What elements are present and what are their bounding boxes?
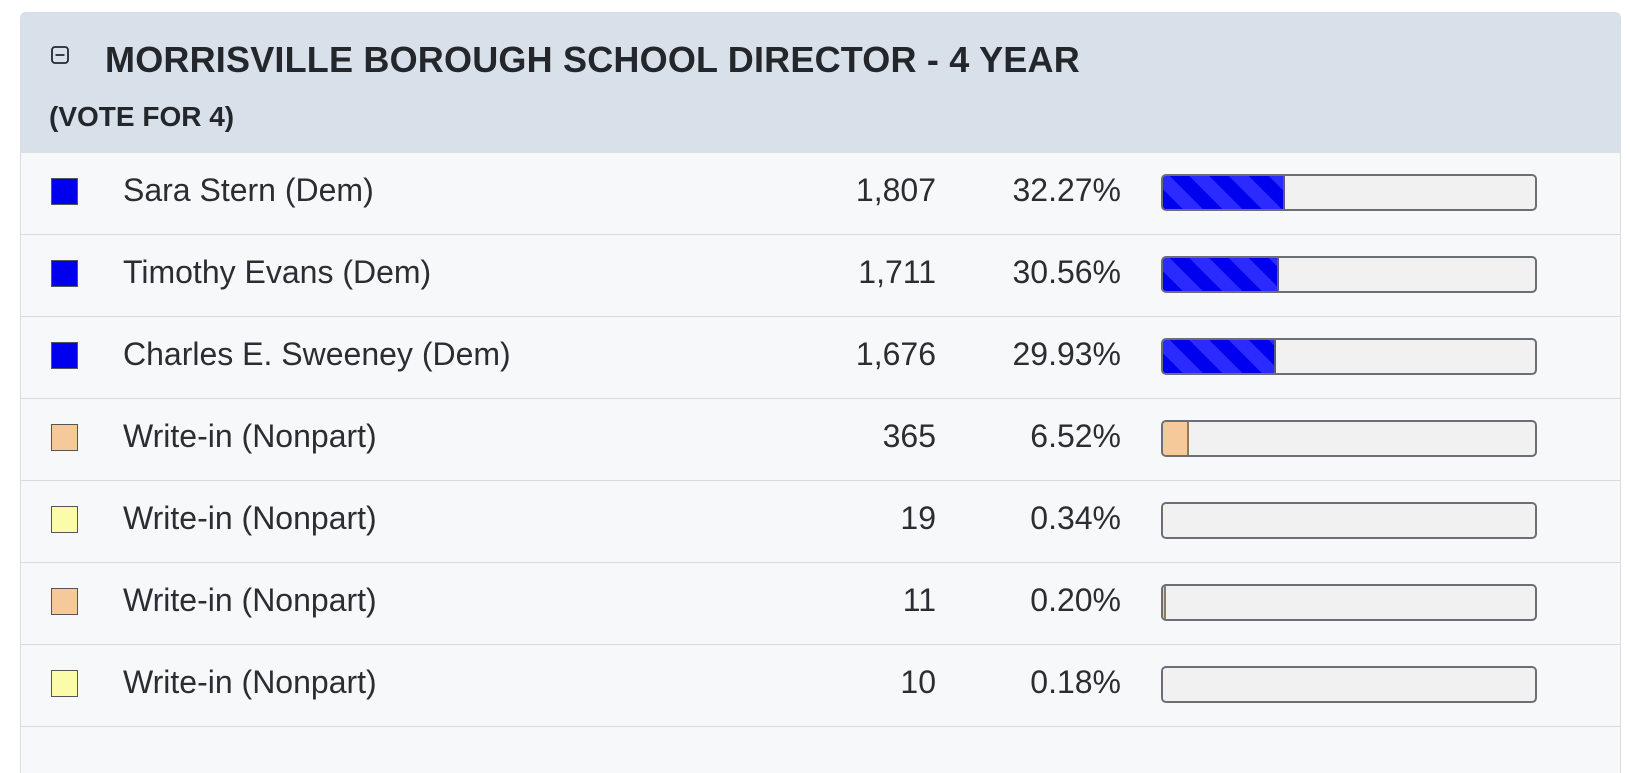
party-color-swatch — [51, 178, 78, 205]
vote-share-bar-fill — [1163, 176, 1286, 209]
vote-count: 1,807 — [855, 172, 936, 208]
vote-count: 365 — [882, 418, 936, 454]
vote-count: 1,711 — [858, 254, 936, 290]
vote-count: 11 — [902, 582, 936, 618]
candidate-row: Write-in (Nonpart) 19 0.34% — [21, 481, 1620, 563]
vote-percent: 0.20% — [1030, 582, 1121, 618]
contest-title: MORRISVILLE BOROUGH SCHOOL DIRECTOR - 4 … — [105, 39, 1080, 80]
vote-for-label: (VOTE FOR 4) — [49, 101, 235, 132]
party-color-swatch — [51, 588, 78, 615]
candidate-name: Write-in (Nonpart) — [123, 418, 377, 454]
vote-percent: 30.56% — [1012, 254, 1121, 290]
candidate-row: Write-in (Nonpart) 365 6.52% — [21, 399, 1620, 481]
party-color-swatch — [51, 260, 78, 287]
candidate-row: Charles E. Sweeney (Dem) 1,676 29.93% — [21, 317, 1620, 399]
vote-percent: 6.52% — [1030, 418, 1121, 454]
party-color-swatch — [51, 670, 78, 697]
candidate-name: Write-in (Nonpart) — [123, 500, 377, 536]
party-color-swatch — [51, 506, 78, 533]
vote-share-bar — [1161, 174, 1537, 211]
vote-share-bar-fill — [1163, 422, 1190, 455]
vote-share-bar-fill — [1163, 504, 1165, 537]
candidate-name: Timothy Evans (Dem) — [123, 254, 432, 290]
minus-square-icon[interactable] — [51, 46, 69, 64]
vote-share-bar — [1161, 338, 1537, 375]
vote-percent: 32.27% — [1012, 172, 1121, 208]
vote-share-bar — [1161, 420, 1537, 457]
vote-share-bar-fill — [1163, 340, 1277, 373]
candidate-name: Write-in (Nonpart) — [123, 664, 377, 700]
candidate-row: Write-in (Nonpart) 11 0.20% — [21, 563, 1620, 645]
vote-count: 19 — [900, 500, 936, 536]
candidate-row: Timothy Evans (Dem) 1,711 30.56% — [21, 235, 1620, 317]
candidate-list: Sara Stern (Dem) 1,807 32.27% Timothy Ev… — [21, 153, 1620, 773]
candidate-row: Write-in (Nonpart) 10 0.18% — [21, 645, 1620, 727]
vote-share-bar-fill — [1163, 668, 1164, 701]
candidate-row: Sara Stern (Dem) 1,807 32.27% — [21, 153, 1620, 235]
vote-count: 10 — [900, 664, 936, 700]
candidate-name: Write-in (Nonpart) — [123, 582, 377, 618]
vote-share-bar — [1161, 256, 1537, 293]
candidate-name: Charles E. Sweeney (Dem) — [123, 336, 511, 372]
vote-share-bar-fill — [1163, 586, 1166, 619]
party-color-swatch — [51, 424, 78, 451]
vote-share-bar — [1161, 666, 1537, 703]
vote-share-bar — [1161, 502, 1537, 539]
vote-percent: 0.34% — [1030, 500, 1121, 536]
vote-percent: 0.18% — [1030, 664, 1121, 700]
vote-percent: 29.93% — [1012, 336, 1121, 372]
vote-share-bar-fill — [1163, 258, 1279, 291]
candidate-name: Sara Stern (Dem) — [123, 172, 374, 208]
contest-header[interactable]: MORRISVILLE BOROUGH SCHOOL DIRECTOR - 4 … — [21, 13, 1620, 153]
vote-count: 1,676 — [855, 336, 936, 372]
candidate-row-partial — [21, 727, 1620, 773]
party-color-swatch — [51, 342, 78, 369]
vote-share-bar — [1161, 584, 1537, 621]
contest-panel: MORRISVILLE BOROUGH SCHOOL DIRECTOR - 4 … — [20, 12, 1621, 773]
